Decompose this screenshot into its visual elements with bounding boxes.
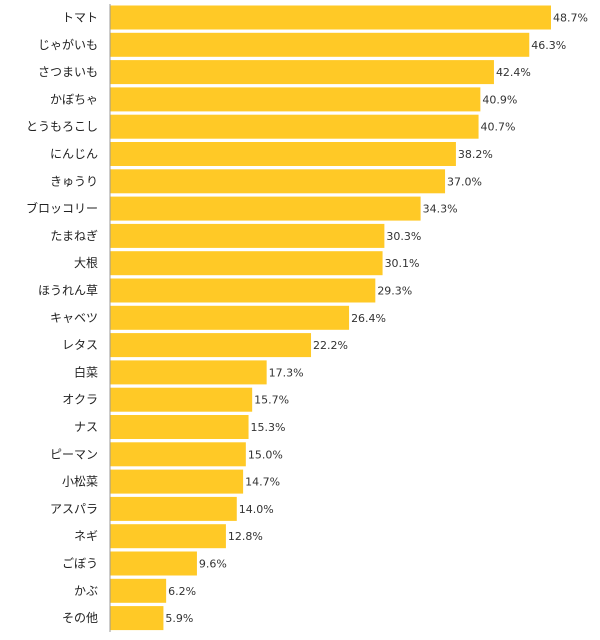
- value-label: 6.2%: [168, 585, 196, 598]
- bar: [110, 142, 456, 166]
- bar: [110, 496, 237, 521]
- category-label: じゃがいも: [38, 37, 98, 52]
- category-label: かぼちゃ: [50, 92, 98, 106]
- value-label: 9.6%: [199, 558, 227, 571]
- category-label: にんじん: [50, 147, 98, 161]
- value-label: 30.1%: [385, 257, 420, 270]
- category-label: かぶ: [74, 584, 98, 598]
- category-label: 白菜: [74, 364, 98, 379]
- bar: [110, 278, 376, 303]
- bar: [110, 387, 253, 412]
- value-label: 48.7%: [553, 12, 588, 25]
- bar: [110, 551, 197, 576]
- bar: [110, 578, 167, 603]
- bars: [110, 5, 551, 631]
- category-label: ピーマン: [50, 447, 98, 461]
- category-labels: トマトじゃがいもさつまいもかぼちゃとうもろこしにんじんきゅうりブロッコリーたまね…: [26, 11, 98, 626]
- value-label: 30.3%: [386, 230, 421, 243]
- bar: [110, 87, 481, 112]
- category-label: アスパラ: [50, 502, 98, 516]
- value-label: 38.2%: [458, 148, 493, 161]
- category-label: とうもろこし: [26, 120, 98, 134]
- category-label: 小松菜: [62, 475, 98, 489]
- value-label: 22.2%: [313, 339, 348, 352]
- bar: [110, 60, 494, 85]
- value-label: 40.9%: [482, 93, 517, 106]
- bar: [110, 251, 383, 276]
- category-label: さつまいも: [38, 65, 98, 79]
- value-label: 26.4%: [351, 312, 386, 325]
- category-label: ナス: [74, 420, 98, 434]
- category-label: オクラ: [62, 393, 98, 407]
- category-label: たまねぎ: [50, 229, 98, 243]
- bar: [110, 524, 226, 549]
- bar: [110, 305, 350, 330]
- value-label: 29.3%: [377, 285, 412, 298]
- value-label: 42.4%: [496, 66, 531, 79]
- value-label: 17.3%: [269, 366, 304, 379]
- category-label: きゅうり: [50, 174, 98, 188]
- value-label: 40.7%: [481, 121, 516, 134]
- value-label: 14.7%: [245, 476, 280, 489]
- bar: [110, 196, 421, 221]
- bar: [110, 169, 446, 194]
- bar: [110, 114, 479, 139]
- value-labels: 48.7% 46.3% 42.4% 40.9% 40.7% 38.2% 37.0% 34.3%…: [165, 12, 588, 626]
- category-label: レタス: [62, 338, 98, 352]
- bar: [110, 223, 385, 248]
- category-label: ごぼう: [62, 556, 98, 571]
- bar: [110, 5, 551, 30]
- value-label: 5.9%: [165, 612, 193, 625]
- value-label: 15.3%: [251, 421, 286, 434]
- category-label: キャベツ: [50, 311, 98, 325]
- bar: [110, 415, 249, 439]
- value-label: 14.0%: [239, 503, 274, 516]
- bar: [110, 360, 267, 385]
- value-label: 34.3%: [423, 203, 458, 216]
- category-label: ブロッコリー: [26, 201, 98, 216]
- category-label: トマト: [62, 11, 98, 25]
- category-label: 大根: [74, 256, 98, 270]
- value-label: 15.0%: [248, 448, 283, 461]
- bar: [110, 606, 164, 631]
- category-label: ほうれん草: [38, 284, 98, 298]
- value-label: 37.0%: [447, 175, 482, 188]
- bar: [110, 442, 246, 467]
- value-label: 46.3%: [531, 39, 566, 52]
- bar: [110, 333, 312, 358]
- value-label: 15.7%: [254, 394, 289, 407]
- value-label: 12.8%: [228, 530, 263, 543]
- bar: [110, 32, 530, 57]
- bar: [110, 469, 244, 494]
- category-label: その他: [62, 611, 98, 625]
- category-label: ネギ: [74, 529, 98, 543]
